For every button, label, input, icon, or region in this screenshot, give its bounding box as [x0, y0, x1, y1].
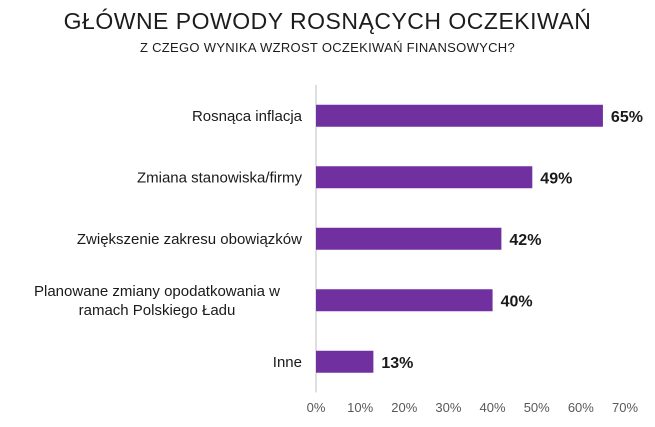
- x-tick-label: 60%: [568, 400, 594, 415]
- category-label: Planowane zmiany opodatkowania w ramach P…: [34, 283, 280, 319]
- data-label: 49%: [540, 170, 572, 187]
- category-label: Zmiana stanowiska/firmy: [137, 169, 303, 186]
- x-tick-label: 10%: [347, 400, 373, 415]
- chart-title: GŁÓWNE POWODY ROSNĄCYCH OCZEKIWAŃ: [63, 8, 592, 34]
- bar: [316, 350, 374, 373]
- x-tick-label: 0%: [307, 400, 326, 415]
- data-label: 65%: [611, 109, 643, 126]
- data-label: 13%: [381, 355, 413, 372]
- x-tick-label: 20%: [391, 400, 417, 415]
- chart-subtitle: Z CZEGO WYNIKA WZROST OCZEKIWAŃ FINANSOW…: [139, 40, 516, 55]
- bar: [316, 166, 533, 189]
- bar: [316, 289, 493, 312]
- x-tick-label: 70%: [612, 400, 638, 415]
- x-tick-label: 30%: [435, 400, 461, 415]
- category-label: Zwiększenie zakresu obowiązków: [77, 231, 302, 248]
- category-label: Inne: [273, 354, 302, 371]
- category-label: Rosnąca inflacja: [192, 108, 303, 125]
- x-tick-label: 50%: [524, 400, 550, 415]
- x-tick-label: 40%: [480, 400, 506, 415]
- data-label: 42%: [509, 232, 541, 249]
- bar: [316, 104, 603, 127]
- bar: [316, 227, 502, 250]
- data-label: 40%: [501, 293, 533, 310]
